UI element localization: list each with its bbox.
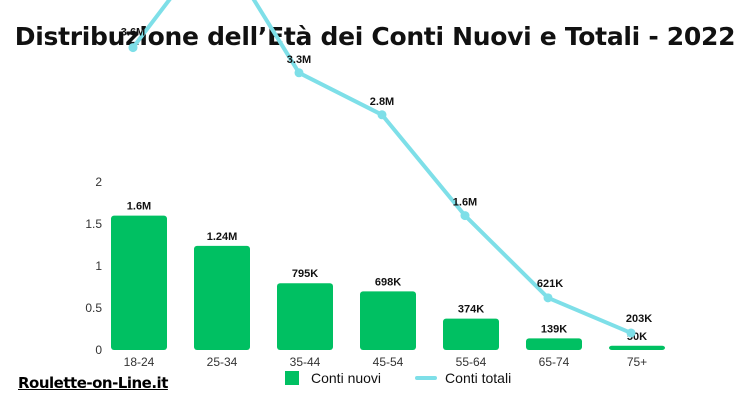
bar bbox=[194, 245, 250, 350]
line-data-label: 1.6M bbox=[453, 197, 477, 209]
line-point bbox=[294, 68, 304, 78]
watermark: Roulette-on-Line.it bbox=[18, 374, 168, 392]
legend-item-conti-totali: Conti totali bbox=[415, 370, 511, 386]
line-point bbox=[377, 110, 387, 120]
chart-legend: Conti nuovi Conti totali bbox=[285, 370, 545, 386]
x-tick-label: 45-54 bbox=[373, 355, 404, 369]
legend-swatch-line bbox=[415, 376, 438, 380]
legend-label-conti-totali: Conti totali bbox=[445, 370, 512, 386]
line-data-label: 3.6M bbox=[121, 27, 145, 39]
legend-swatch-bar bbox=[285, 371, 299, 385]
line-data-label: 621K bbox=[537, 278, 563, 290]
bar bbox=[277, 283, 333, 350]
bar-data-label: 1.6M bbox=[127, 201, 151, 213]
line-point bbox=[460, 211, 470, 221]
y-tick-label: 1.5 bbox=[85, 217, 102, 231]
line-data-label: 2.8M bbox=[370, 96, 394, 108]
bar-data-label: 1.24M bbox=[207, 231, 238, 243]
bar-data-label: 139K bbox=[541, 323, 567, 335]
x-tick-label: 25-34 bbox=[207, 355, 238, 369]
x-tick-label: 35-44 bbox=[290, 355, 321, 369]
x-tick-label: 55-64 bbox=[456, 355, 487, 369]
bar-data-label: 795K bbox=[292, 268, 318, 280]
y-tick-label: 1 bbox=[95, 259, 102, 273]
line-point bbox=[626, 328, 636, 338]
bar-data-label: 374K bbox=[458, 304, 484, 316]
line-data-label: 203K bbox=[626, 313, 652, 325]
bar-data-label: 698K bbox=[375, 276, 401, 288]
bar bbox=[526, 338, 582, 350]
y-tick-label: 0 bbox=[95, 343, 102, 357]
line-point bbox=[128, 43, 138, 53]
bar bbox=[360, 291, 416, 350]
x-tick-label: 75+ bbox=[627, 355, 647, 369]
y-tick-label: 0.5 bbox=[85, 301, 102, 315]
legend-item-conti-nuovi: Conti nuovi bbox=[285, 370, 381, 386]
x-tick-label: 65-74 bbox=[539, 355, 570, 369]
y-tick-label: 2 bbox=[95, 175, 102, 189]
bar bbox=[609, 345, 665, 350]
line-point bbox=[543, 293, 553, 303]
x-tick-label: 18-24 bbox=[124, 355, 155, 369]
bar bbox=[111, 215, 167, 350]
bar bbox=[443, 318, 499, 350]
line-data-label: 3.3M bbox=[287, 54, 311, 66]
legend-label-conti-nuovi: Conti nuovi bbox=[311, 370, 382, 386]
